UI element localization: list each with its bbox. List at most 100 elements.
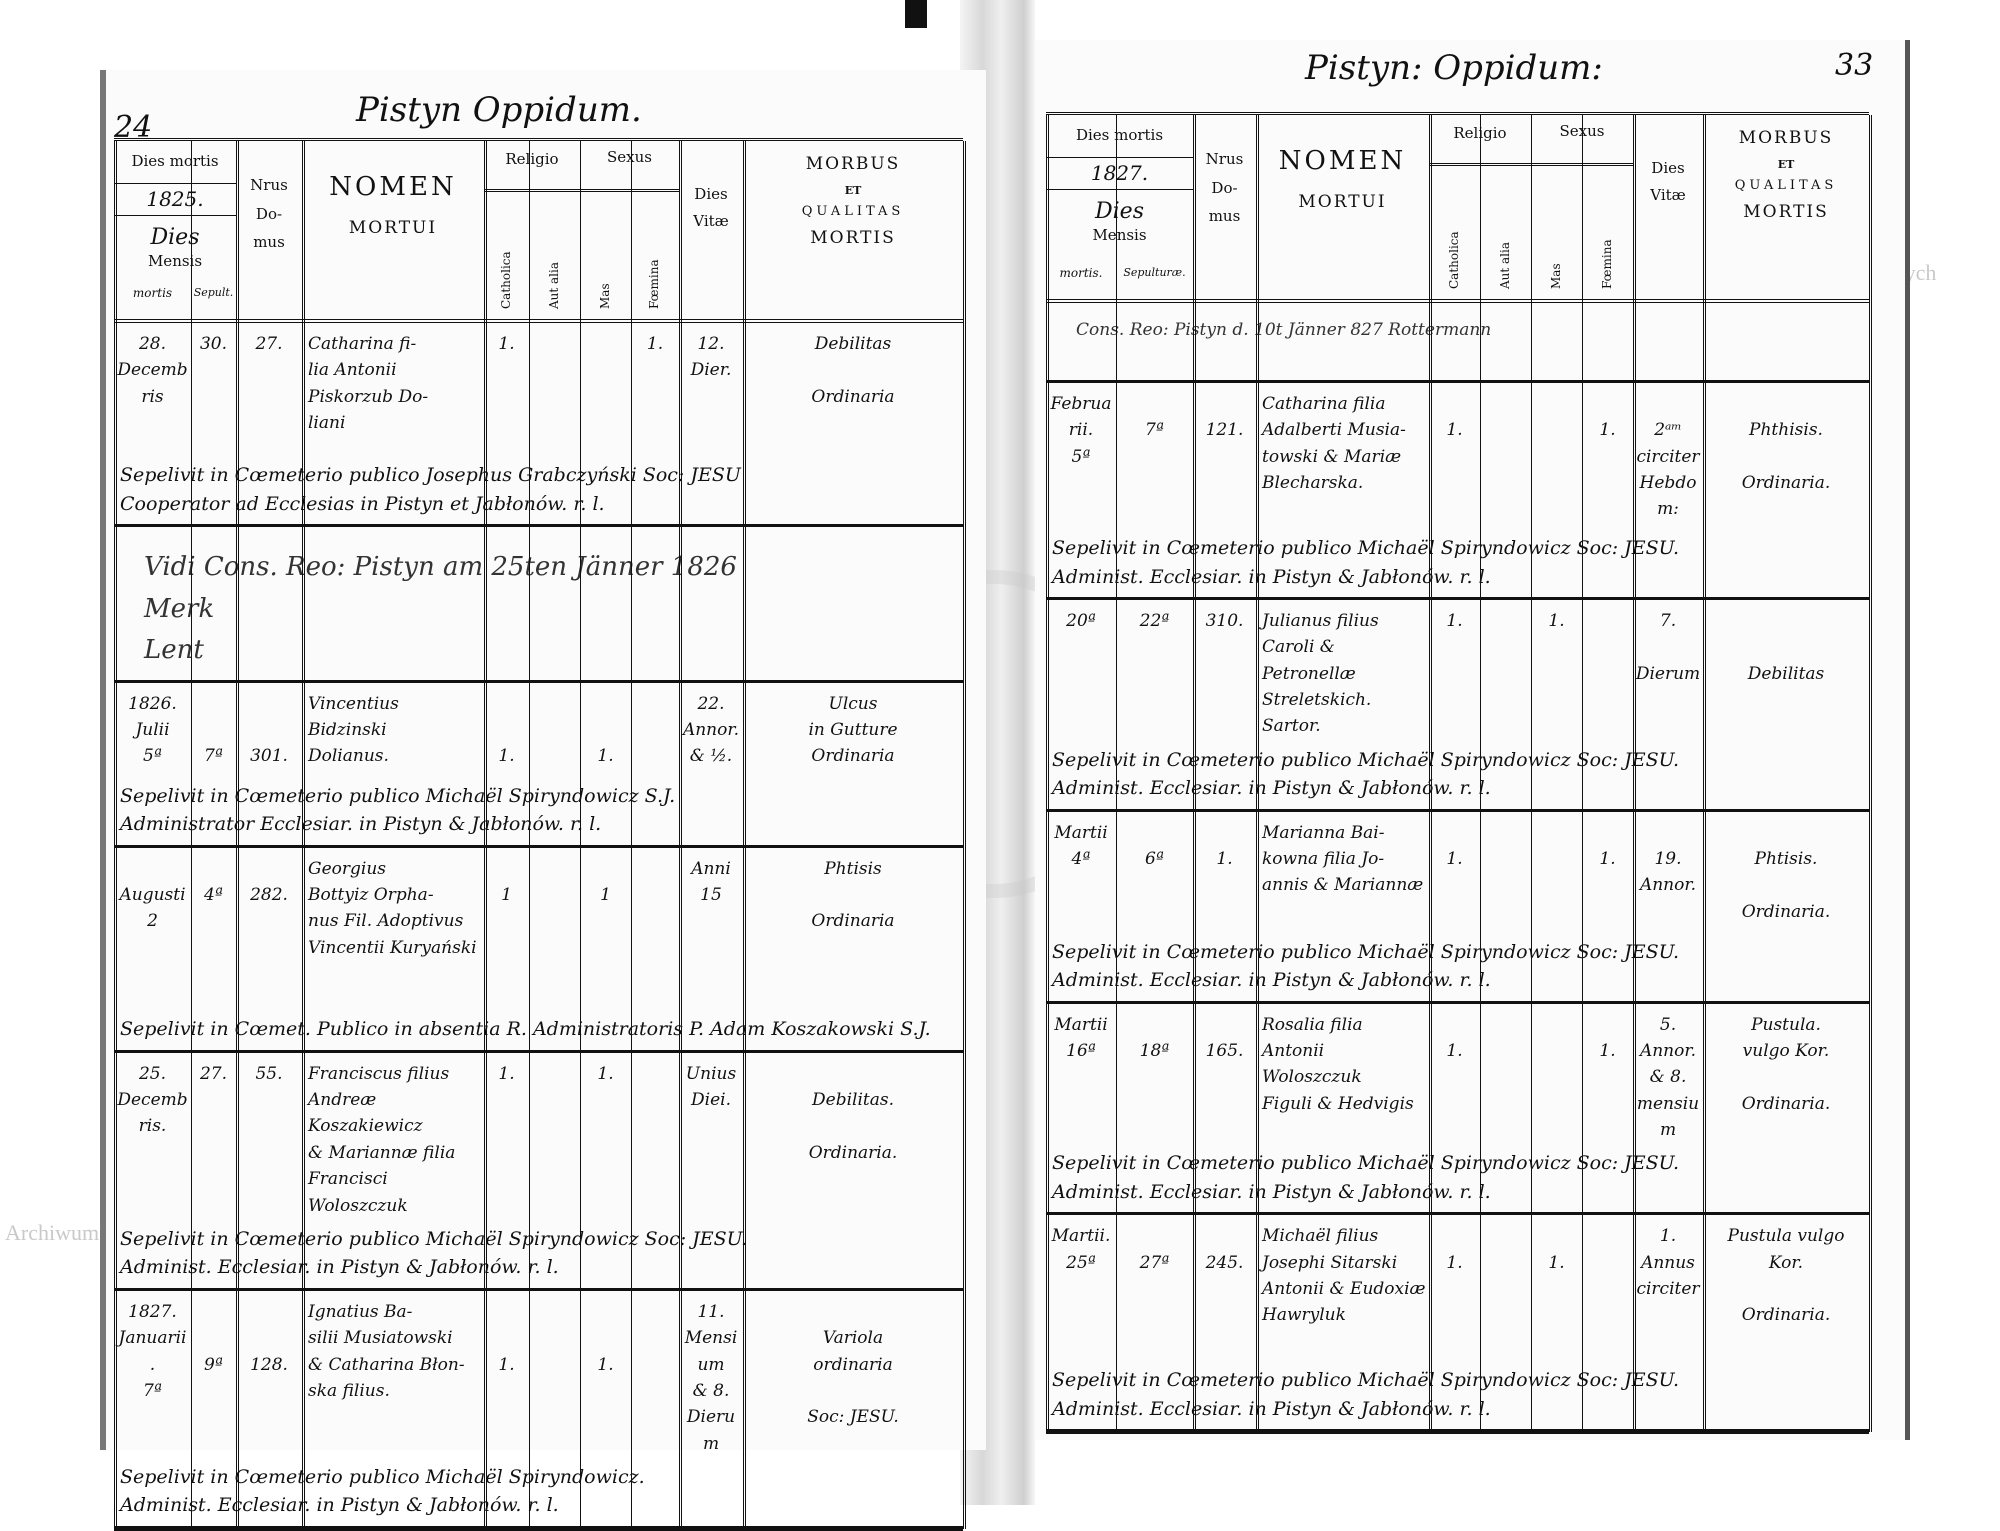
header-qualitas: QUALITAS — [801, 204, 905, 219]
header-foemina: Fœmina — [647, 259, 661, 309]
column-divider — [580, 141, 581, 1529]
header-mortis: mortis — [132, 286, 173, 300]
column-divider — [1429, 115, 1432, 1433]
cell-nomen: Franciscus filius Andreæ Koszakiewicz & … — [308, 1063, 456, 1216]
cell-vitae: 19. Annor. — [1639, 849, 1697, 896]
cell-foemina — [1582, 1215, 1633, 1328]
religio-sexus-divider — [484, 189, 679, 192]
cell-mortis: 28. Decembris — [117, 334, 188, 407]
cell-morbus: Ulcus in Gutture Ordinaria — [808, 693, 898, 767]
cell-sepult: 30. — [199, 334, 228, 354]
cell-catholica: 1. — [1446, 611, 1463, 631]
header-dies-mortis: Dies mortis — [131, 152, 219, 170]
burial-note: Sepelivit in Cœmeterio publico Michaël S… — [120, 1465, 645, 1517]
cell-mas — [1531, 383, 1582, 523]
column-divider — [1531, 115, 1532, 1433]
cell-mortis: 1826. Julii 5ª — [128, 693, 177, 767]
cell-morbus: Pustula. vulgo Kor. Ordinaria. — [1741, 1014, 1831, 1114]
cell-aut-alia — [1480, 1215, 1531, 1328]
cell-vitae: 5. Annor. & 8. mensium — [1636, 1014, 1700, 1141]
cell-sepult: 27. — [199, 1063, 228, 1084]
cell-morbus: Phthisis. Ordinaria. — [1741, 420, 1831, 494]
column-divider — [1480, 115, 1481, 1433]
table-row: 1827. Januarii. 7ª 9ª 128. Ignatius Ba- s… — [114, 1291, 963, 1529]
official-signature: Cons. Reo: Pistyn d. 10t Jänner 827 Rott… — [1076, 320, 1492, 340]
header-aut-alia: Aut alia — [1497, 241, 1512, 289]
page-number: 33 — [1835, 48, 1874, 83]
column-divider — [1256, 115, 1259, 1433]
header-dies-mortis: Dies mortis — [1075, 126, 1164, 144]
cell-morbus: Phtisis. Ordinaria. — [1741, 849, 1831, 922]
header-sexus: Sexus — [607, 148, 652, 166]
cell-nomen: Ignatius Ba- silii Musiatowski & Cathari… — [308, 1301, 465, 1401]
cell-sepult: 7ª — [1145, 420, 1164, 441]
header-foemina: Fœmina — [1599, 239, 1614, 289]
cell-foemina — [631, 1291, 679, 1457]
cell-catholica: 1. — [1446, 849, 1463, 870]
cell-aut-alia — [1480, 600, 1531, 740]
column-divider — [529, 141, 530, 1529]
burial-note: Sepelivit in Cœmeterio publico Michaël S… — [1052, 1152, 1679, 1203]
cell-nrus: 245. — [1205, 1252, 1244, 1273]
header-religio: Religio — [1453, 124, 1507, 142]
cell-mortis: Martii. 25ª — [1051, 1226, 1111, 1273]
cell-catholica: 1 — [501, 885, 512, 906]
header-religio: Religio — [505, 150, 559, 168]
burial-note: Sepelivit in Cœmeterio publico Michaël S… — [1052, 940, 1679, 992]
column-divider — [484, 141, 487, 1529]
cell-mas — [1531, 1004, 1582, 1144]
header-dies-vitae: Dies Vitæ — [693, 185, 729, 230]
cell-aut-alia — [1480, 812, 1531, 925]
header-mortis-title: MORTIS — [810, 228, 896, 248]
cell-aut-alia — [529, 1291, 580, 1457]
header-dies: Dies — [150, 225, 200, 250]
cell-sepult: 27ª — [1139, 1252, 1170, 1273]
header-mortis-title: MORTIS — [1743, 202, 1829, 222]
cell-nomen: Vincentius Bidzinski Dolianus. — [308, 693, 399, 767]
cell-morbus: Debilitas. Ordinaria. — [808, 1090, 898, 1163]
cell-nomen: Julianus filius Caroli & Petronellæ Stre… — [1262, 611, 1379, 737]
header-mensis: Mensis — [1092, 226, 1147, 244]
cell-nrus: 301. — [250, 746, 288, 767]
table-border-left — [1046, 115, 1049, 1433]
header-mortui: MORTUI — [348, 218, 438, 238]
header-dies-vitae: Dies Vitæ — [1650, 159, 1686, 204]
cell-sepult: 9ª — [204, 1354, 223, 1375]
cell-morbus: Pustula vulgo Kor. Ordinaria. — [1727, 1226, 1845, 1326]
header-sepult: Sepult. — [193, 286, 234, 299]
cell-mortis: Augusti 2 — [119, 885, 186, 932]
column-divider — [1582, 115, 1583, 1433]
table-row: Februarii. 5ª 7ª 121. Catharina filia Ada… — [1046, 383, 1869, 600]
header-year: 1827. — [1046, 157, 1193, 190]
cell-morbus: Debilitas — [1747, 663, 1825, 684]
table-row: 25. Decembris. 27. 55. Franciscus filius An… — [114, 1053, 963, 1291]
header-mas: Mas — [597, 283, 612, 309]
header-year: 1825. — [114, 183, 236, 216]
cell-sepult: 18ª — [1139, 1041, 1170, 1062]
cell-nrus: 282. — [250, 885, 288, 906]
cell-nomen: Marianna Bai- kowna filia Jo- annis & Ma… — [1262, 822, 1424, 896]
column-divider — [679, 141, 682, 1529]
cell-vitae: 12. Dier. — [690, 334, 732, 381]
cell-foemina: 1. — [1599, 420, 1616, 441]
cell-catholica: 1. — [498, 334, 515, 354]
column-divider — [1633, 115, 1636, 1433]
cell-nrus: 27. — [255, 334, 283, 354]
cell-aut-alia — [529, 848, 580, 961]
cell-aut-alia — [529, 323, 580, 436]
cell-mortis: 1827. Januarii. 7ª — [118, 1301, 187, 1401]
cell-mortis: Martii 4ª — [1054, 822, 1108, 870]
cell-mortis: Februarii. 5ª — [1050, 394, 1112, 467]
official-signature: Vidi Cons. Reo: Pistyn am 25ten Jänner 1… — [144, 552, 737, 666]
cell-nomen: Catharina filia Adalberti Musia- towski … — [1262, 394, 1406, 494]
burial-note: Sepelivit in Cœmeterio publico Josephus … — [120, 464, 741, 515]
table-header: Dies mortis 1825. Dies Mensis mortis Sepult. N… — [114, 141, 963, 323]
cell-foemina — [631, 1053, 679, 1219]
header-mas: Mas — [1548, 263, 1563, 289]
cell-aut-alia — [529, 1053, 580, 1219]
burial-note: Sepelivit in Cœmeterio publico Michaël S… — [120, 784, 676, 836]
cell-foemina: 1. — [1599, 1041, 1616, 1062]
cell-foemina: 1. — [1599, 849, 1616, 870]
cell-mas: 1. — [597, 746, 614, 767]
cell-nomen: Catharina fi- lia Antonii Piskorzub Do- … — [308, 334, 429, 434]
